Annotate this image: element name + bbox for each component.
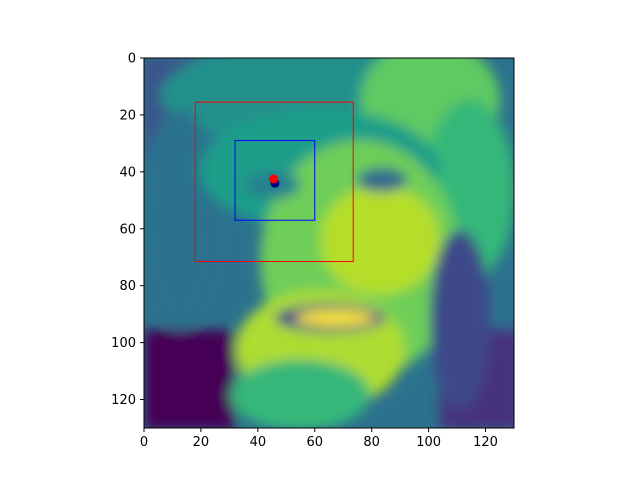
y-axis: 0 20 40 60 80 100 120 <box>111 52 144 408</box>
x-tick-label: 20 <box>193 435 210 450</box>
x-tick-label: 60 <box>306 435 323 450</box>
y-tick-label: 20 <box>119 108 136 123</box>
x-tick-label: 100 <box>416 435 441 450</box>
outer-box <box>194 101 354 262</box>
y-tick-label: 80 <box>119 279 136 294</box>
x-tick-label: 80 <box>363 435 380 450</box>
y-tick-label: 100 <box>111 336 136 351</box>
y-tick-label: 40 <box>119 165 136 180</box>
x-tick-label: 0 <box>140 435 148 450</box>
x-tick-label: 40 <box>250 435 267 450</box>
x-tick-label: 120 <box>473 435 498 450</box>
target-point <box>269 174 278 184</box>
y-tick-label: 0 <box>128 52 136 67</box>
heatmap-image <box>144 58 514 428</box>
x-axis: 0 20 40 60 80 100 120 <box>140 428 498 450</box>
inner-box <box>234 140 316 221</box>
y-tick-label: 60 <box>119 222 136 237</box>
overlay-layer <box>194 101 354 262</box>
axes-frame <box>143 57 515 429</box>
y-tick-label: 120 <box>111 393 136 408</box>
